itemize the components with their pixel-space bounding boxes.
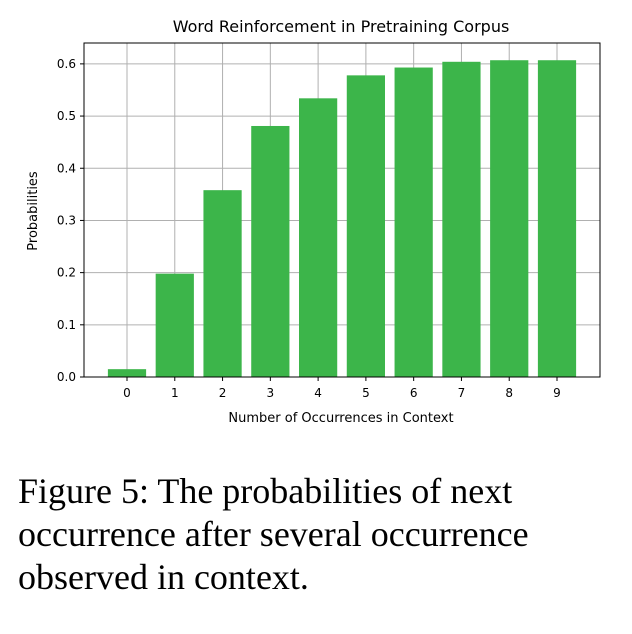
bar-5 bbox=[346, 75, 385, 377]
bar-7 bbox=[442, 61, 481, 377]
axis-ticks: 0.0 0.1 0.2 0.3 0.4 0.5 0.6 0 1 2 3 4 5 6 7 8 9 bbox=[57, 57, 561, 400]
y-tick-label: 0.4 bbox=[57, 161, 76, 175]
y-tick-label: 0.0 bbox=[57, 370, 76, 384]
y-tick-label: 0.1 bbox=[57, 318, 76, 332]
x-tick-label: 2 bbox=[219, 386, 227, 400]
chart-title: Word Reinforcement in Pretraining Corpus bbox=[173, 17, 510, 36]
bar-0 bbox=[107, 369, 147, 377]
x-tick-label: 5 bbox=[362, 386, 370, 400]
bar-chart: Word Reinforcement in Pretraining Corpus… bbox=[26, 17, 601, 426]
x-axis-label: Number of Occurrences in Context bbox=[228, 411, 453, 426]
x-tick-label: 7 bbox=[458, 386, 466, 400]
bars bbox=[107, 60, 577, 378]
y-tick-label: 0.6 bbox=[57, 57, 76, 71]
x-tick-label: 0 bbox=[123, 386, 131, 400]
y-tick-label: 0.2 bbox=[57, 266, 76, 280]
bar-1 bbox=[155, 273, 194, 377]
bar-6 bbox=[394, 67, 433, 377]
bar-8 bbox=[490, 60, 529, 378]
bar-9 bbox=[537, 60, 577, 378]
x-tick-label: 3 bbox=[267, 386, 275, 400]
y-tick-label: 0.3 bbox=[57, 213, 76, 227]
bar-4 bbox=[299, 98, 338, 377]
plot-frame bbox=[83, 42, 601, 378]
x-tick-label: 6 bbox=[410, 386, 418, 400]
y-tick-label: 0.5 bbox=[57, 109, 76, 123]
bar-3 bbox=[251, 125, 290, 378]
y-axis-label: Probabilities bbox=[26, 171, 41, 251]
x-tick-label: 8 bbox=[505, 386, 513, 400]
figure-caption: Figure 5: The probabilities of next occu… bbox=[18, 471, 529, 597]
x-tick-label: 9 bbox=[553, 386, 561, 400]
x-tick-label: 4 bbox=[314, 386, 322, 400]
x-tick-label: 1 bbox=[171, 386, 179, 400]
bar-2 bbox=[203, 190, 242, 377]
